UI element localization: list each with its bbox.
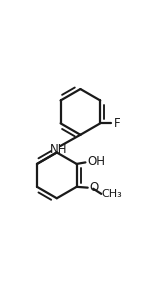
Text: OH: OH <box>88 155 106 168</box>
Text: NH: NH <box>50 143 67 156</box>
Text: CH₃: CH₃ <box>102 189 122 199</box>
Text: F: F <box>114 117 120 130</box>
Text: O: O <box>90 181 99 195</box>
